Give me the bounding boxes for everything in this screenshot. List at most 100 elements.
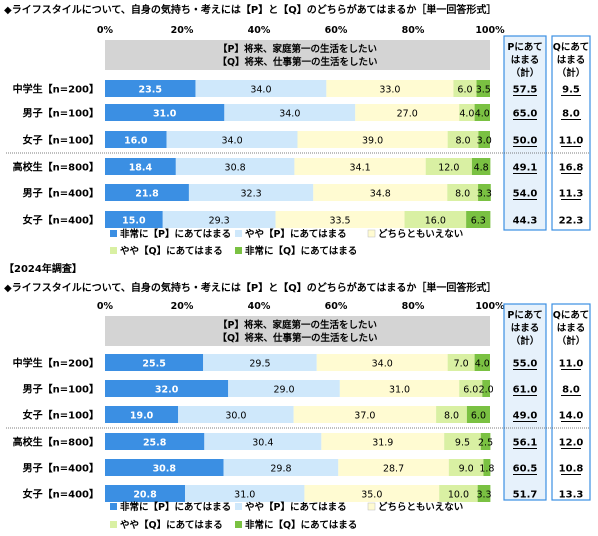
chart2-x-tick-label: 0% xyxy=(97,301,114,312)
chart2-q-sum-value: 8.0 xyxy=(562,385,580,396)
chart1-p-sum-value: 44.3 xyxy=(513,216,538,227)
chart1-q-sum-value: 8.0 xyxy=(562,109,580,120)
chart1-p-sum-header: （計） xyxy=(511,67,540,79)
chart1-bar-segment xyxy=(474,104,490,121)
chart2-x-tick-label: 20% xyxy=(171,301,194,312)
chart1-bar-segment xyxy=(162,211,276,228)
chart1-data-label: 3.5 xyxy=(476,85,491,96)
chart2-legend-label: やや【P】にあてはまる xyxy=(245,501,347,513)
chart1-data-label: 6.0 xyxy=(457,85,472,96)
chart2-bar-segment xyxy=(105,485,186,502)
chart1-bar-segment xyxy=(478,184,491,201)
chart1-data-label: 12.0 xyxy=(438,163,459,174)
chart1-legend-label: どちらともいえない xyxy=(378,228,463,240)
chart1-row-label: 男子【n=100】 xyxy=(23,107,99,120)
chart1-data-label: 27.0 xyxy=(397,109,418,120)
chart1-bar-segment xyxy=(471,158,491,175)
chart1-legend-swatch xyxy=(235,230,242,237)
chart2-data-label: 34.0 xyxy=(372,359,393,370)
chart1-x-tick-label: 40% xyxy=(248,25,271,36)
chart1-x-tick-label: 80% xyxy=(402,25,425,36)
chart1-data-label: 33.0 xyxy=(379,85,400,96)
chart2-bar-segment xyxy=(304,485,440,502)
chart2-title: ◆ライフスタイルについて、自身の気持ち・考えには【P】と【Q】のどちらがあてはま… xyxy=(4,281,496,294)
chart2-bar-segment xyxy=(447,354,475,371)
chart1-data-label: 18.4 xyxy=(129,163,153,174)
chart1-q-sum-value: 9.5 xyxy=(562,85,580,96)
chart2-data-label: 31.0 xyxy=(389,385,410,396)
chart1-data-label: 23.5 xyxy=(139,85,162,96)
chart2-bar-segment xyxy=(466,406,490,423)
chart1-legend-label: 非常に【P】にあてはまる xyxy=(120,228,231,240)
chart1-p-sum-value: 49.1 xyxy=(513,163,538,174)
chart2-data-label: 4.0 xyxy=(475,359,490,370)
chart2-bar-segment xyxy=(105,380,229,397)
chart2-data-label: 28.7 xyxy=(383,464,404,475)
chart1-legend-label: やや【P】にあてはまる xyxy=(245,228,347,240)
chart1-data-label: 39.0 xyxy=(362,136,383,147)
chart2-bar-segment xyxy=(436,406,467,423)
chart2-bar-segment xyxy=(339,380,460,397)
chart2-q-sum-header: はまる xyxy=(557,322,586,334)
chart2-p-sum-header: はまる xyxy=(511,322,540,334)
chart2-data-label: 31.9 xyxy=(372,438,393,449)
chart1-bar-segment xyxy=(105,80,196,97)
chart1-data-label: 16.0 xyxy=(425,216,446,227)
chart2-legend-swatch xyxy=(110,503,117,510)
chart2-bar-segment xyxy=(178,406,294,423)
chart2-data-label: 9.0 xyxy=(459,464,474,475)
chart1-bar-segment xyxy=(105,158,176,175)
chart2-bar-segment xyxy=(483,459,491,476)
chart2-p-sum-value: 49.0 xyxy=(513,411,538,422)
chart2-p-sum-value: 61.0 xyxy=(513,385,538,396)
chart1-legend-swatch xyxy=(110,230,117,237)
chart2-row-label: 中学生【n=200】 xyxy=(13,357,99,370)
chart1-data-label: 33.5 xyxy=(329,216,350,227)
chart1-legend-swatch xyxy=(235,247,242,254)
chart1-data-label: 34.0 xyxy=(221,136,242,147)
chart2-bar-segment xyxy=(480,433,491,450)
chart1-bar-segment xyxy=(476,80,490,97)
chart2-bar-segment xyxy=(105,354,204,371)
chart1-bar-segment xyxy=(188,184,314,201)
chart2-statement-band xyxy=(105,316,490,346)
chart2-data-label: 8.0 xyxy=(444,411,459,422)
chart2-statement-p: 【P】将来、家庭第一の生活をしたい xyxy=(218,319,377,331)
chart2-bar-segment xyxy=(204,433,322,450)
chart2-note: 【2024年調査】 xyxy=(4,262,82,275)
chart2-legend-swatch xyxy=(235,503,242,510)
chart1-bar-segment xyxy=(326,80,454,97)
chart2-legend-label: やや【Q】にあてはまる xyxy=(120,519,223,531)
chart2-p-sum-header: Pにあて xyxy=(507,309,542,321)
chart2-bar-segment xyxy=(293,406,437,423)
chart1-bar-segment xyxy=(466,211,491,228)
chart1-statement-q: 【Q】将来、仕事第一の生活をしたい xyxy=(217,56,377,68)
chart1-data-label: 8.0 xyxy=(455,136,470,147)
chart1-statement-band xyxy=(105,40,490,70)
chart1-p-sum-header: はまる xyxy=(511,54,540,66)
chart2-p-sum-header: （計） xyxy=(511,335,540,347)
chart1-x-tick-label: 100% xyxy=(475,25,505,36)
chart1-row-label: 女子【n=400】 xyxy=(23,214,99,227)
chart1-q-sum-column xyxy=(551,35,591,231)
chart2-x-tick-label: 80% xyxy=(402,301,425,312)
chart2-bar-segment xyxy=(105,459,224,476)
chart2-p-sum-value: 60.5 xyxy=(513,464,538,475)
chart1-bar-segment xyxy=(294,158,426,175)
chart1-bar-segment xyxy=(453,80,477,97)
chart2-bar-segment xyxy=(477,485,491,502)
chart1-data-label: 16.0 xyxy=(124,136,148,147)
chart2-bar-segment xyxy=(228,380,340,397)
chart2-bar-segment xyxy=(185,485,305,502)
chart1-bar-segment xyxy=(275,211,405,228)
chart1-title: ◆ライフスタイルについて、自身の気持ち・考えには【P】と【Q】のどちらがあてはま… xyxy=(4,3,496,16)
chart2-data-label: 10.0 xyxy=(448,490,469,501)
chart2-row-label: 女子【n=100】 xyxy=(23,409,99,422)
chart2-row-label: 女子【n=400】 xyxy=(23,488,99,501)
chart2-row-label: 男子【n=400】 xyxy=(23,462,99,475)
chart2-bar-segment xyxy=(338,459,449,476)
chart1-bar-segment xyxy=(175,158,295,175)
chart2-data-label: 31.0 xyxy=(234,490,255,501)
chart1-bar-segment xyxy=(447,184,479,201)
chart1-row-label: 高校生【n=800】 xyxy=(13,161,99,174)
